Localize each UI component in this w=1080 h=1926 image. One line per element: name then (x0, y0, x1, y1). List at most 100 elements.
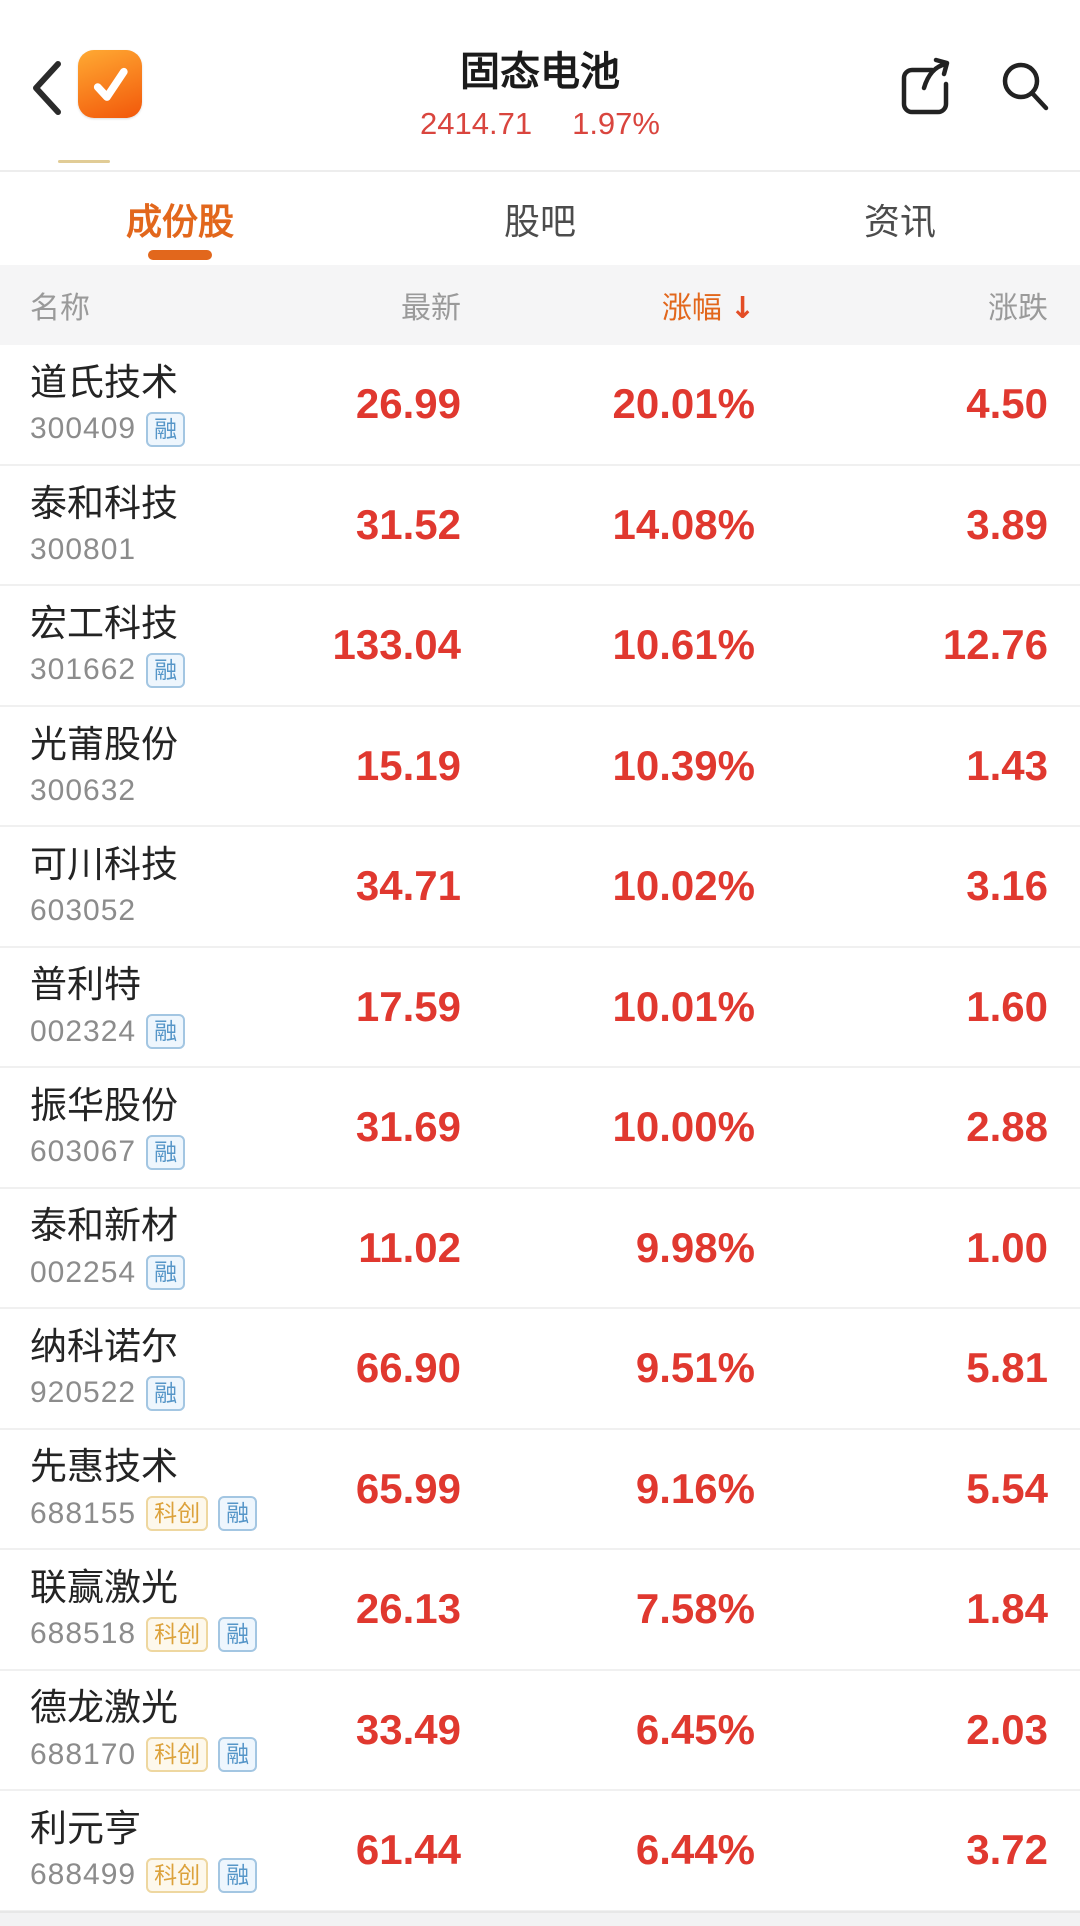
latest-price: 17.59 (355, 982, 461, 1030)
search-button[interactable] (996, 56, 1052, 116)
badge-rong: 融 (146, 1255, 186, 1291)
page-title: 固态电池 (460, 50, 620, 94)
stock-code: 002324 (30, 1014, 137, 1048)
stock-code-line: 300409 融 (30, 411, 300, 447)
chevron-left-icon (26, 58, 70, 118)
table-row[interactable]: 宏工科技 301662 融 133.04 10.61% 12.76 (0, 586, 1080, 707)
tab-成份股[interactable]: 成份股 (0, 172, 360, 265)
stock-name: 泰和新材 (30, 1205, 178, 1247)
stock-code: 301662 (30, 653, 137, 687)
stock-code-line: 002254 融 (30, 1255, 300, 1291)
change-percent: 10.39% (612, 741, 755, 789)
index-quote: 2414.71 1.97% (200, 106, 880, 142)
share-button[interactable] (896, 56, 954, 118)
table-row[interactable]: 振华股份 603067 融 31.69 10.00% 2.88 (0, 1068, 1080, 1189)
table-row[interactable]: 先惠技术 688155 科创融 65.99 9.16% 5.54 (0, 1429, 1080, 1550)
stock-name: 振华股份 (30, 1084, 178, 1126)
tab-股吧[interactable]: 股吧 (360, 172, 720, 265)
table-row[interactable]: 德龙激光 688170 科创融 33.49 6.45% 2.03 (0, 1670, 1080, 1791)
stock-name: 联赢激光 (30, 1566, 178, 1608)
stock-name: 道氏技术 (30, 361, 178, 403)
table-row[interactable]: 泰和新材 002254 融 11.02 9.98% 1.00 (0, 1188, 1080, 1309)
change-percent: 9.98% (635, 1223, 755, 1271)
stock-code-line: 301662 融 (30, 652, 300, 688)
change-amount: 5.54 (966, 1464, 1048, 1512)
change-percent: 14.08% (612, 500, 755, 548)
change-percent: 9.16% (635, 1464, 755, 1512)
change-amount: 1.84 (966, 1585, 1048, 1633)
table-row[interactable]: 联赢激光 688518 科创融 26.13 7.58% 1.84 (0, 1550, 1080, 1671)
table-row[interactable]: 利元亨 688499 科创融 61.44 6.44% 3.72 (0, 1791, 1080, 1912)
stock-name: 光莆股份 (30, 723, 178, 765)
table-row[interactable]: 纳科诺尔 920522 融 66.90 9.51% 5.81 (0, 1309, 1080, 1430)
tab-label: 资讯 (863, 200, 936, 242)
latest-price: 31.69 (355, 1103, 461, 1151)
change-amount: 4.50 (966, 380, 1048, 428)
stock-code: 688518 (30, 1617, 137, 1651)
table-row[interactable]: 可川科技 603052 34.71 10.02% 3.16 (0, 827, 1080, 948)
badge-rong: 融 (218, 1857, 258, 1893)
change-percent: 10.02% (612, 862, 755, 910)
stock-name-cell: 泰和新材 002254 融 (30, 1205, 300, 1291)
stock-name: 可川科技 (30, 844, 178, 886)
logo-underline-decoration (58, 160, 110, 163)
stock-code-line: 002324 融 (30, 1014, 300, 1050)
stock-code-line: 688518 科创融 (30, 1616, 300, 1652)
change-amount: 1.60 (966, 982, 1048, 1030)
stock-code-line: 300632 (30, 774, 300, 808)
active-tab-underline (148, 250, 212, 260)
stock-code-line: 603052 (30, 894, 300, 928)
change-amount: 3.16 (966, 862, 1048, 910)
change-amount: 12.76 (942, 621, 1048, 669)
stock-code-line: 603067 融 (30, 1134, 300, 1170)
badge-kc: 科创 (146, 1737, 209, 1773)
badge-rong: 融 (218, 1496, 258, 1532)
table-header: 名称 最新 涨幅 ↓ 涨跌 (0, 265, 1080, 345)
stock-name: 泰和科技 (30, 482, 178, 524)
table-row[interactable]: 泰和科技 300801 31.52 14.08% 3.89 (0, 465, 1080, 586)
stock-code: 603052 (30, 894, 137, 928)
stock-code: 300409 (30, 412, 137, 446)
back-button[interactable] (26, 58, 70, 118)
title-block: 固态电池 2414.71 1.97% (200, 50, 880, 142)
stock-code: 300632 (30, 773, 137, 807)
app-logo-checkmark-icon[interactable] (78, 50, 142, 118)
search-icon (996, 56, 1052, 116)
stock-name-cell: 可川科技 603052 (30, 844, 300, 928)
top-nav: 固态电池 2414.71 1.97% (0, 0, 1080, 172)
stock-name: 先惠技术 (30, 1446, 178, 1488)
stock-name: 纳科诺尔 (30, 1325, 178, 1367)
table-row[interactable]: 普利特 002324 融 17.59 10.01% 1.60 (0, 947, 1080, 1068)
change-percent: 7.58% (635, 1585, 755, 1633)
latest-price: 26.99 (355, 380, 461, 428)
stock-code-line: 688170 科创融 (30, 1737, 300, 1773)
latest-price: 31.52 (355, 500, 461, 548)
latest-price: 34.71 (355, 862, 461, 910)
stock-name: 利元亨 (30, 1807, 141, 1849)
column-header-latest[interactable]: 最新 (401, 292, 461, 325)
change-amount: 1.43 (966, 741, 1048, 789)
change-amount: 1.00 (966, 1223, 1048, 1271)
change-amount: 5.81 (966, 1344, 1048, 1392)
tab-label: 股吧 (503, 200, 576, 242)
change-percent: 10.00% (612, 1103, 755, 1151)
latest-price: 26.13 (355, 1585, 461, 1633)
stock-code: 603067 (30, 1135, 137, 1169)
change-amount: 2.88 (966, 1103, 1048, 1151)
tab-资讯[interactable]: 资讯 (720, 172, 1080, 265)
badge-rong: 融 (146, 1014, 186, 1050)
share-icon (896, 56, 954, 118)
table-row[interactable]: 道氏技术 300409 融 26.99 20.01% 4.50 (0, 345, 1080, 466)
change-percent: 9.51% (635, 1344, 755, 1392)
change-percent: 20.01% (612, 380, 755, 428)
tab-label: 成份股 (125, 200, 234, 242)
stock-name-cell: 泰和科技 300801 (30, 483, 300, 567)
badge-rong: 融 (146, 1134, 186, 1170)
stock-name-cell: 先惠技术 688155 科创融 (30, 1446, 300, 1532)
column-header-change[interactable]: 涨跌 (988, 292, 1048, 325)
column-header-change-pct-sort[interactable]: 涨幅 ↓ (661, 291, 755, 326)
table-row[interactable]: 光莆股份 300632 15.19 10.39% 1.43 (0, 706, 1080, 827)
column-header-name: 名称 (30, 292, 90, 325)
stock-code: 688155 (30, 1496, 137, 1530)
stock-name-cell: 振华股份 603067 融 (30, 1085, 300, 1170)
